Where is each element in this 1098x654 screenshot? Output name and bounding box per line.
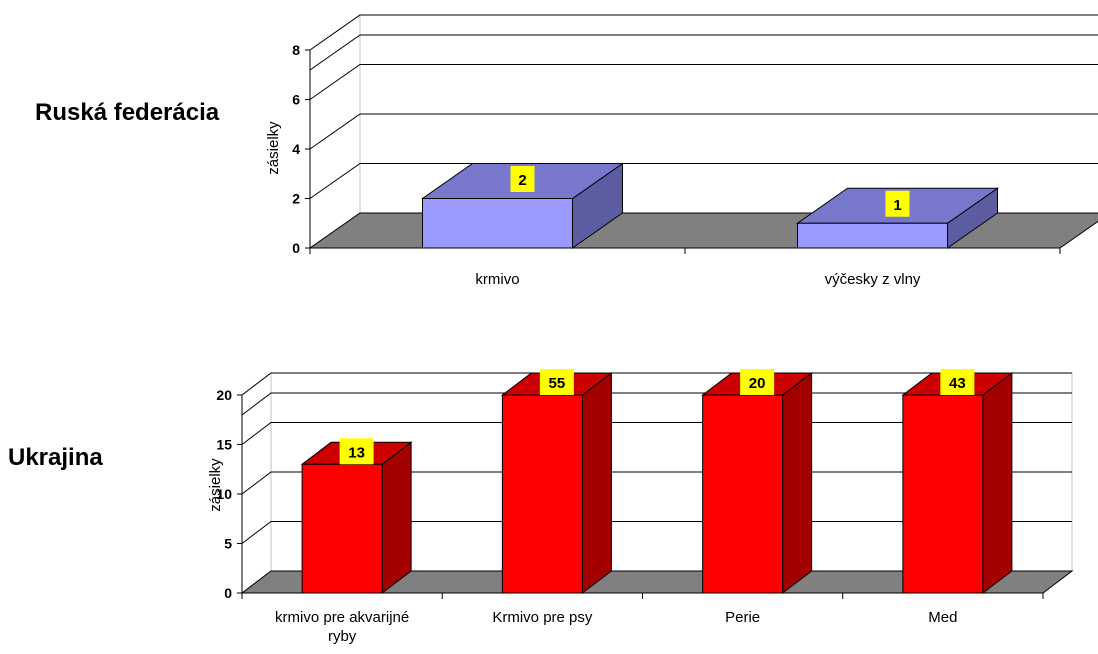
y-tick-label: 6 bbox=[292, 92, 300, 108]
bar-front bbox=[797, 222, 948, 249]
bar-side bbox=[581, 371, 612, 595]
chart-0: 0 2 4 6 8 krmivo výčesky z vlny 2 1 zásielky Ruská… bbox=[35, 14, 1098, 288]
x-tick-label: Krmivo pre psy bbox=[492, 609, 593, 626]
bar-side bbox=[982, 371, 1013, 595]
bar-front bbox=[902, 394, 984, 594]
y-tick-label: 15 bbox=[216, 437, 232, 453]
gridline bbox=[309, 113, 1098, 150]
x-tick-label: krmivo bbox=[475, 271, 519, 288]
gridline bbox=[309, 64, 1098, 100]
data-label-box bbox=[510, 166, 535, 192]
y-tick-label: 20 bbox=[216, 387, 232, 403]
chart-1: 0 5 10 15 20 krmivo pre akvarijné ryby Krmivo p… bbox=[8, 369, 1074, 645]
bar bbox=[500, 371, 613, 595]
bar-front bbox=[301, 463, 383, 594]
gridline bbox=[309, 14, 1098, 51]
y-tick-label: 0 bbox=[292, 240, 300, 256]
gridline bbox=[309, 34, 1098, 71]
bar-front bbox=[422, 198, 573, 249]
data-label: 2 bbox=[518, 172, 526, 189]
data-label: 43 bbox=[949, 375, 966, 392]
y-tick-label: 8 bbox=[292, 42, 300, 58]
data-label-box bbox=[885, 190, 910, 217]
data-label: 13 bbox=[348, 444, 365, 461]
x-tick-label: výčesky z vlny bbox=[825, 271, 921, 288]
chart-title: Ruská federácia bbox=[35, 99, 220, 126]
x-tick-label: Perie bbox=[725, 609, 760, 626]
bar bbox=[701, 371, 814, 595]
x-tick-label: krmivo pre akvarijné ryby bbox=[275, 609, 409, 645]
bar-front bbox=[702, 394, 784, 594]
chart-title: Ukrajina bbox=[8, 444, 103, 471]
y-tick-label: 2 bbox=[292, 191, 300, 207]
bar bbox=[901, 371, 1014, 595]
y-axis-title: zásielky bbox=[265, 121, 282, 175]
bar-front bbox=[501, 394, 583, 594]
x-tick-label: Med bbox=[928, 609, 957, 626]
data-label-box bbox=[539, 369, 574, 395]
gridline bbox=[309, 163, 1098, 199]
data-label-box bbox=[339, 438, 374, 465]
bar-side bbox=[381, 441, 412, 595]
data-label: 20 bbox=[749, 375, 766, 392]
y-tick-label: 10 bbox=[216, 486, 232, 502]
data-label: 1 bbox=[893, 197, 901, 214]
y-tick-label: 4 bbox=[292, 141, 300, 157]
data-label: 55 bbox=[549, 375, 566, 392]
y-tick-label: 0 bbox=[224, 585, 232, 601]
y-axis-title: zásielky bbox=[207, 458, 224, 512]
y-tick-label: 5 bbox=[224, 536, 232, 552]
bar bbox=[300, 441, 413, 595]
data-label-box bbox=[740, 369, 775, 395]
data-label-box bbox=[940, 369, 975, 395]
bar-side bbox=[782, 371, 813, 595]
